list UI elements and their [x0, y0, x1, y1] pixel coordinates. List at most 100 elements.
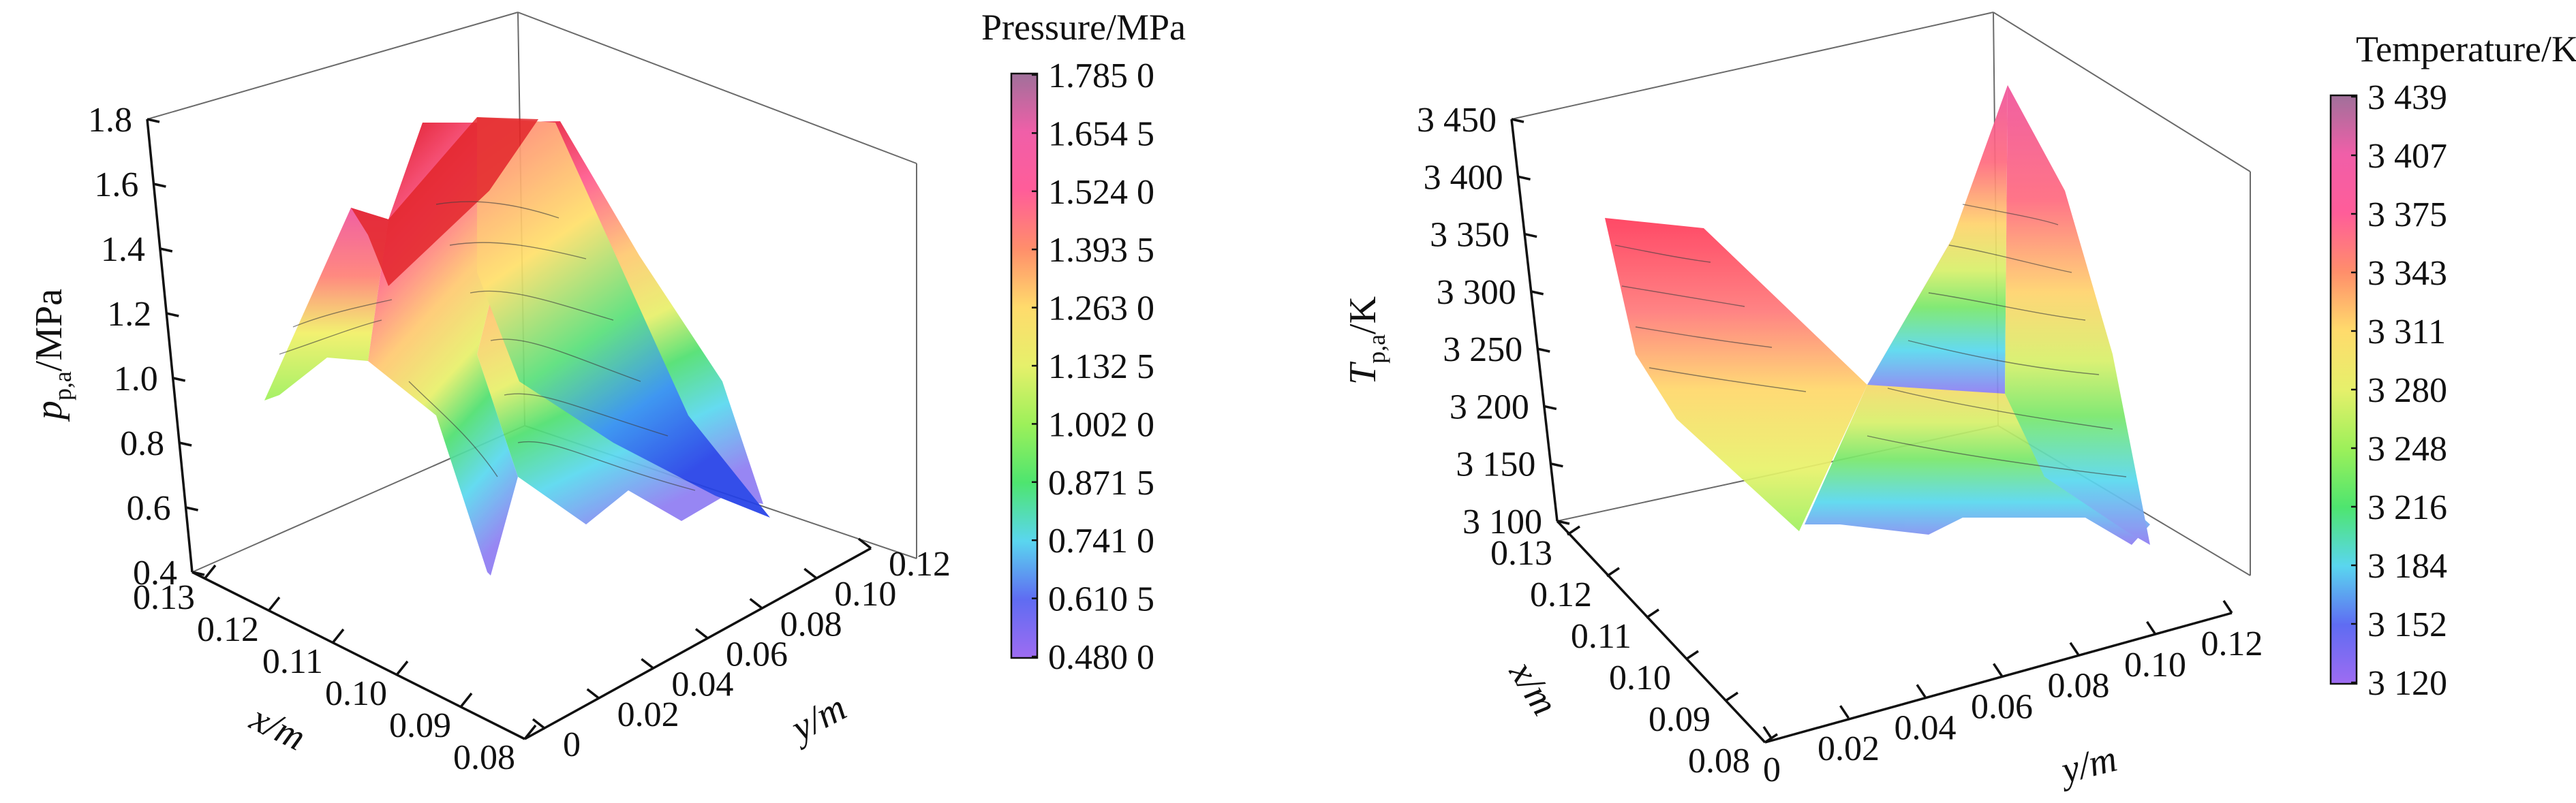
pressure-x-tick-label: 0.10: [325, 674, 387, 713]
pressure-y-tick-label: 0.04: [671, 665, 733, 704]
pressure-y-tick-label: 0: [563, 725, 581, 764]
temperature-colorbar-tick-label: 3 184: [2367, 547, 2447, 586]
pressure-y-axis-label: y/m: [782, 687, 853, 751]
pressure-y-tick-mark: [641, 658, 655, 670]
temperature-z-tick-mark: [1518, 175, 1531, 180]
temperature-x-tick-label: 0.13: [1490, 534, 1552, 573]
temperature-x-tick-label: 0.09: [1649, 700, 1711, 739]
pressure-colorbar: Pressure/MPa 1.785 0 1.654 5 1.524 0 1.393 …: [981, 7, 1186, 677]
pressure-y-tick-mark: [586, 688, 600, 700]
temperature-x-tick-mark: [1685, 650, 1699, 661]
temperature-z-tick-label: 3 450: [1417, 101, 1497, 140]
temperature-surface: [1605, 85, 2150, 545]
temperature-z-tick-mark: [1550, 462, 1563, 468]
temperature-y-tick-label: 0.06: [1971, 688, 2033, 727]
pressure-colorbar-tick-label: 1.393 5: [1048, 231, 1154, 270]
pressure-colorbar-tick-label: 1.785 0: [1048, 57, 1154, 95]
temperature-colorbar-tick-label: 3 407: [2367, 137, 2447, 176]
pressure-z-axis-label: pp,a/MPa: [28, 289, 76, 422]
temperature-x-tick-label: 0.12: [1530, 576, 1592, 614]
pressure-surface-patch-top: [351, 117, 538, 286]
svg-text:Tp,a/K: Tp,a/K: [1342, 296, 1390, 385]
pressure-z-tick-label: 1.4: [101, 230, 145, 269]
temperature-y-tick-label: 0.04: [1895, 708, 1957, 747]
temperature-colorbar-tick-label: 3 216: [2367, 488, 2447, 527]
pressure-colorbar-tick-label: 1.002 0: [1048, 405, 1154, 444]
pressure-colorbar-tick-label: 0.610 5: [1048, 580, 1154, 619]
pressure-z-tick-label: 1.0: [114, 360, 158, 398]
pressure-y-tick-label: 0.06: [726, 635, 788, 674]
temperature-x-tick-label: 0.10: [1609, 659, 1671, 697]
temperature-colorbar: Temperature/K 3 439 3 407 3 375 3 343 3 311 3…: [2329, 29, 2576, 703]
pressure-z-tick-mark: [153, 183, 166, 188]
pressure-surface-plot: 0.40.60.81.01.21.41.61.8 0.130.120.110.1…: [28, 7, 1186, 777]
temperature-x-axis-label: x/m: [1501, 653, 1566, 723]
pressure-z-tick-label: 1.6: [94, 166, 138, 204]
temperature-surface-patch-left: [1605, 218, 1867, 531]
pressure-z-tick-label: 1.8: [88, 101, 132, 140]
pressure-z-axis: 0.4 0.6 0.8 1.0 1.2 1.4 1.6 1.8: [88, 101, 205, 593]
pressure-x-axis: 0.130.120.110.100.090.08: [133, 564, 537, 777]
temperature-y-tick-label: 0.02: [1818, 729, 1880, 768]
temperature-z-tick-mark: [1531, 290, 1544, 296]
temperature-z-tick-mark: [1511, 118, 1524, 123]
temperature-x-tick-mark: [1606, 567, 1620, 578]
pressure-y-tick-label: 0.02: [617, 695, 679, 734]
temperature-y-tick-mark: [1993, 663, 2003, 677]
temperature-z-axis: 3 100 3 150 3 200 3 250 3 300 3 350 3 400 3 450: [1417, 101, 1570, 541]
pressure-y-tick-label: 0.10: [834, 575, 896, 614]
temperature-y-tick-label: 0.12: [2201, 625, 2263, 663]
pressure-colorbar-tick-label: 0.480 0: [1048, 638, 1154, 677]
temperature-y-tick-label: 0.08: [2048, 667, 2110, 706]
pressure-y-tick-mark: [532, 718, 547, 730]
pressure-z-tick-mark: [159, 247, 173, 253]
temperature-y-tick-label: 0.10: [2124, 646, 2186, 684]
pressure-colorbar-tick-label: 1.654 5: [1048, 114, 1154, 153]
temperature-surface-patch-peak: [1867, 85, 2008, 394]
pressure-z-tick-mark: [172, 377, 186, 382]
temperature-contours: [1614, 204, 2127, 477]
pressure-z-tick-mark: [147, 118, 160, 123]
pressure-x-tick-mark: [395, 660, 409, 676]
temperature-y-tick-mark: [1916, 684, 1927, 698]
temperature-colorbar-title: Temperature/K: [2356, 29, 2576, 69]
pressure-surface: [264, 117, 770, 576]
temperature-z-axis-label: Tp,a/K: [1342, 296, 1390, 385]
pressure-colorbar-tick-label: 0.871 5: [1048, 464, 1154, 503]
pressure-x-tick-mark: [267, 596, 281, 612]
temperature-y-axis: 0 0.02 0.04 0.06 0.08 0.10 0.12: [1762, 600, 2263, 789]
temperature-z-tick-label: 3 100: [1462, 503, 1542, 541]
temperature-y-tick-label: 0: [1763, 751, 1781, 789]
pressure-y-tick-mark: [694, 628, 709, 640]
temperature-y-tick-mark: [2146, 620, 2156, 635]
temperature-x-tick-mark: [1646, 608, 1659, 619]
temperature-colorbar-tick-label: 3 439: [2367, 78, 2447, 117]
pressure-x-tick-label: 0.13: [133, 578, 195, 617]
temperature-surface-patch-ridge: [2005, 85, 2150, 545]
pressure-z-tick-mark: [166, 312, 179, 317]
pressure-y-tick-label: 0.12: [889, 545, 951, 584]
pressure-z-tick-label: 1.2: [107, 295, 151, 334]
pressure-x-tick-mark: [203, 564, 217, 580]
pressure-x-tick-label: 0.09: [389, 706, 451, 745]
pressure-x-tick-mark: [331, 628, 345, 644]
temperature-z-tick-label: 3 200: [1450, 388, 1529, 426]
pressure-x-axis-label: x/m: [243, 697, 312, 759]
temperature-x-axis: 0.130.120.110.100.090.08: [1490, 520, 1778, 781]
pressure-colorbar-tick-label: 0.741 0: [1048, 522, 1154, 561]
pressure-colorbar-tick-label: 1.263 0: [1048, 289, 1154, 328]
pressure-y-axis: 0 0.020.040.060.080.100.12: [524, 537, 951, 764]
pressure-surface-patch-ridge: [477, 117, 770, 518]
temperature-colorbar-tick-label: 3 248: [2367, 430, 2447, 469]
temperature-z-tick-label: 3 350: [1430, 216, 1509, 255]
pressure-z-tick-mark: [185, 506, 198, 511]
pressure-z-tick-label: 0.4: [133, 554, 177, 593]
temperature-y-tick-mark: [2069, 642, 2080, 656]
pressure-z-tick-label: 0.8: [120, 424, 164, 463]
pressure-colorbar-tick-label: 1.132 5: [1048, 347, 1154, 386]
temperature-z-tick-mark: [1537, 347, 1550, 353]
pressure-surface-patch-left: [264, 208, 388, 400]
pressure-z-tick-mark: [179, 441, 192, 447]
temperature-colorbar-tick-label: 3 343: [2367, 254, 2447, 293]
